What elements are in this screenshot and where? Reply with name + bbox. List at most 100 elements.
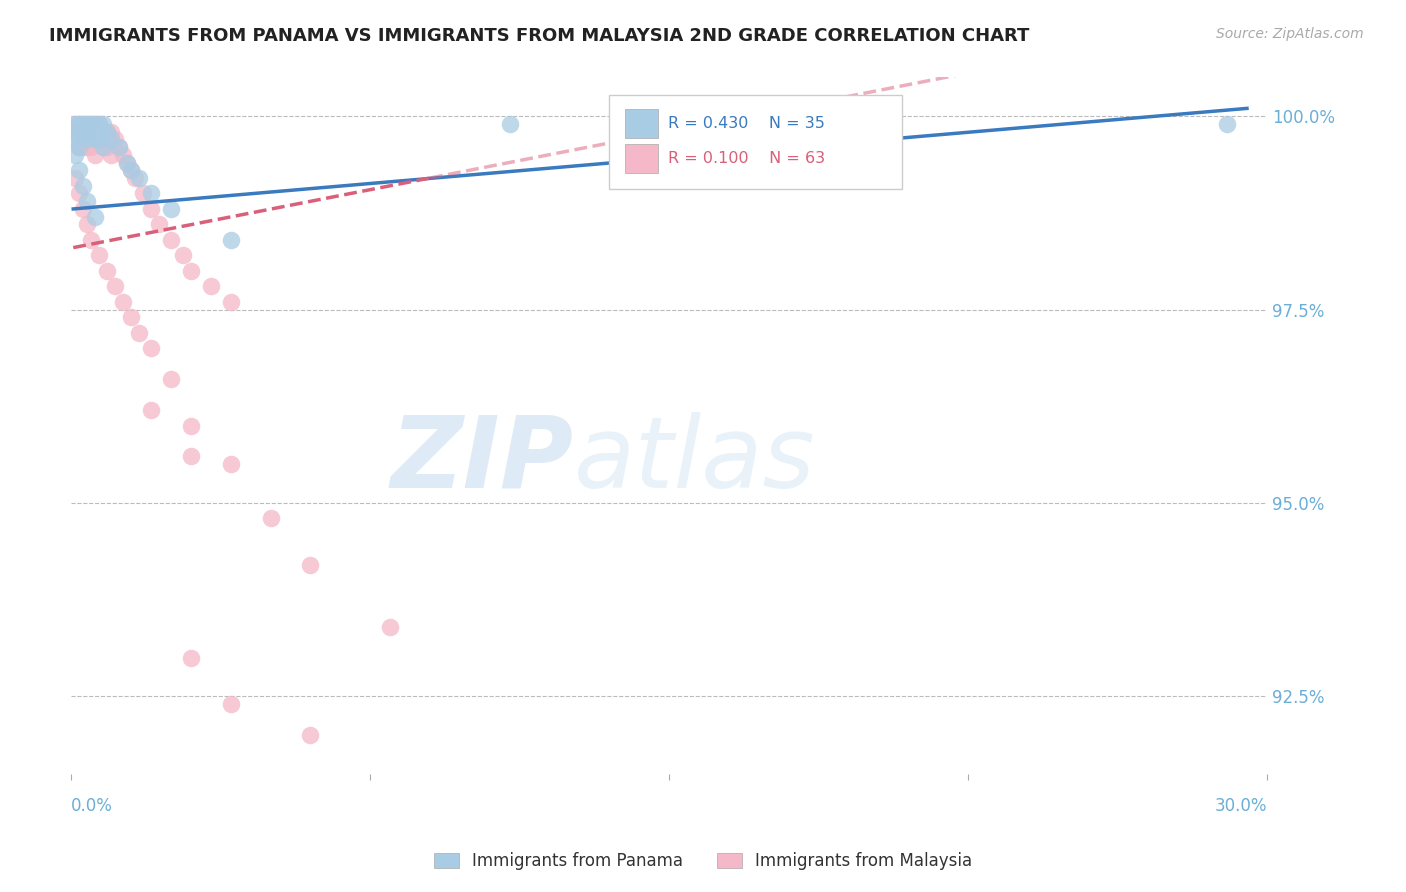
- Point: [65, 125, 87, 139]
- Text: atlas: atlas: [574, 412, 815, 508]
- Point: [89, 132, 111, 146]
- Point: [91, 117, 114, 131]
- Point: [1216, 117, 1239, 131]
- Point: [80, 125, 103, 139]
- Point: [104, 279, 127, 293]
- Point: [96, 140, 118, 154]
- Text: 30.0%: 30.0%: [1215, 797, 1267, 815]
- Point: [65, 148, 87, 162]
- Point: [108, 140, 131, 154]
- Point: [120, 163, 142, 178]
- Point: [180, 264, 202, 278]
- Point: [65, 117, 87, 131]
- Point: [96, 125, 118, 139]
- Point: [67, 117, 90, 131]
- Point: [112, 294, 135, 309]
- Point: [72, 202, 94, 216]
- Point: [76, 194, 98, 209]
- Point: [84, 117, 107, 131]
- FancyBboxPatch shape: [624, 109, 658, 138]
- Point: [67, 125, 90, 139]
- Point: [67, 140, 90, 154]
- Point: [80, 117, 103, 131]
- Point: [80, 233, 103, 247]
- Point: [115, 155, 138, 169]
- Point: [67, 186, 90, 201]
- Point: [91, 140, 114, 154]
- Point: [89, 132, 111, 146]
- Point: [128, 326, 150, 340]
- Point: [84, 132, 107, 146]
- Point: [104, 132, 127, 146]
- Point: [72, 117, 94, 131]
- FancyBboxPatch shape: [624, 144, 658, 173]
- Point: [76, 117, 98, 131]
- Point: [65, 132, 87, 146]
- Point: [100, 125, 122, 139]
- Point: [80, 132, 103, 146]
- Point: [219, 233, 242, 247]
- Point: [65, 117, 87, 131]
- Point: [89, 248, 111, 262]
- Point: [160, 233, 183, 247]
- Point: [219, 294, 242, 309]
- Point: [219, 697, 242, 711]
- Point: [96, 125, 118, 139]
- Point: [65, 132, 87, 146]
- Point: [67, 125, 90, 139]
- Point: [180, 650, 202, 665]
- Point: [120, 163, 142, 178]
- Point: [76, 218, 98, 232]
- Text: 0.0%: 0.0%: [72, 797, 112, 815]
- Point: [180, 450, 202, 464]
- Point: [160, 202, 183, 216]
- Point: [219, 457, 242, 471]
- Point: [72, 140, 94, 154]
- Point: [84, 148, 107, 162]
- Point: [112, 148, 135, 162]
- Point: [658, 117, 681, 131]
- Point: [72, 117, 94, 131]
- Point: [108, 140, 131, 154]
- Point: [72, 178, 94, 193]
- Point: [139, 186, 162, 201]
- Point: [67, 117, 90, 131]
- Point: [160, 372, 183, 386]
- Text: ZIP: ZIP: [391, 412, 574, 508]
- Point: [172, 248, 194, 262]
- Point: [76, 125, 98, 139]
- Point: [299, 558, 322, 572]
- Point: [100, 148, 122, 162]
- Point: [76, 140, 98, 154]
- Point: [67, 163, 90, 178]
- Point: [100, 132, 122, 146]
- Point: [148, 218, 170, 232]
- Point: [120, 310, 142, 325]
- Text: Source: ZipAtlas.com: Source: ZipAtlas.com: [1216, 27, 1364, 41]
- Point: [89, 117, 111, 131]
- Point: [115, 155, 138, 169]
- Point: [89, 117, 111, 131]
- Point: [200, 279, 222, 293]
- Point: [498, 117, 520, 131]
- Point: [139, 403, 162, 417]
- Text: R = 0.430    N = 35: R = 0.430 N = 35: [668, 116, 825, 131]
- Point: [80, 117, 103, 131]
- Point: [259, 511, 281, 525]
- Point: [91, 125, 114, 139]
- Point: [72, 125, 94, 139]
- Point: [378, 620, 401, 634]
- Point: [128, 171, 150, 186]
- Point: [91, 140, 114, 154]
- Text: R = 0.100    N = 63: R = 0.100 N = 63: [668, 151, 825, 166]
- Legend: Immigrants from Panama, Immigrants from Malaysia: Immigrants from Panama, Immigrants from …: [427, 846, 979, 877]
- Point: [80, 140, 103, 154]
- Point: [132, 186, 155, 201]
- Point: [84, 117, 107, 131]
- Point: [76, 117, 98, 131]
- Point: [65, 125, 87, 139]
- FancyBboxPatch shape: [609, 95, 903, 189]
- Point: [139, 341, 162, 355]
- Point: [124, 171, 146, 186]
- Point: [139, 202, 162, 216]
